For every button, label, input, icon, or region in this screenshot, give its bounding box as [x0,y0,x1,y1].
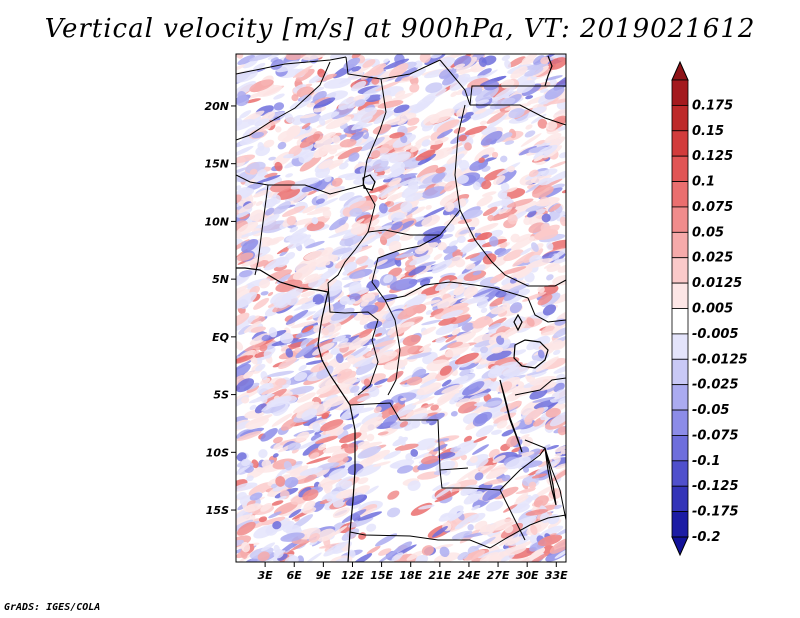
lake-victoria [513,339,549,369]
lon-tick-label: 24E [458,569,481,582]
colorbar-swatch [671,257,689,284]
border-chad-car [367,229,440,236]
border-niger-nigeria [268,184,365,195]
lon-tick-label: 27E [487,569,510,582]
latitude-axis: 20N 15N 10N 5N EQ 5S 10S 15S [204,100,236,517]
colorbar-label: -0.05 [692,403,729,418]
border-angola-north [349,402,469,471]
lon-tick-label: 12E [341,569,364,582]
border-zambia-east [499,447,546,491]
colorbar-label: 0.075 [692,200,733,215]
border-mali-niger [236,61,331,141]
lat-tick-label: 15N [204,158,229,171]
border-sahara-north [236,56,347,75]
colorbar-label: -0.1 [692,454,720,469]
colorbar-swatch [671,181,689,208]
coast-west-africa [236,267,356,562]
colorbar-label: -0.075 [692,428,739,443]
lat-tick-label: 15S [206,504,229,517]
lat-tick-label: 5S [213,389,229,402]
lat-tick-label: 10N [204,215,229,228]
lon-tick-label: 15E [370,569,393,582]
colorbar-label: 0.025 [692,251,733,266]
border-zimbabwe [489,514,566,549]
border-tanzania [514,377,566,396]
border-sudan [470,104,566,126]
colorbar-label: 0.1 [692,175,715,190]
longitude-axis: 3E 6E 9E 12E 15E 18E 21E 24E 27E 30E 33E [258,562,568,582]
lon-tick-label: 30E [516,569,539,582]
lake-chad [362,174,376,191]
colorbar-label: -0.005 [692,327,739,342]
border-car-drc [384,281,529,301]
lon-tick-label: 33E [545,569,568,582]
colorbar-label: -0.175 [692,505,739,520]
red-sea-coast [544,55,553,87]
colorbar-label: -0.2 [692,530,720,545]
border-benin-togo [254,184,269,276]
lake-malawi [544,447,557,506]
border-uganda-kenya [527,297,566,323]
country-borders [236,55,566,562]
lon-tick-label: 18E [399,569,422,582]
colorbar-swatch [671,460,689,487]
lat-tick-label: 5N [212,273,229,286]
footer-credit: GrADS: IGES/COLA [4,602,101,613]
lon-tick-label: 21E [428,569,451,582]
colorbar-label: 0.0125 [692,276,742,291]
colorbar-swatch [671,333,689,360]
lon-tick-label: 9E [316,569,332,582]
map-frame [235,53,567,563]
border-gabon-congo [327,282,379,396]
lon-tick-label: 3E [258,569,274,582]
colorbar-swatch [671,104,689,132]
colorbar-swatch [671,485,689,513]
colorbar-label: -0.025 [692,378,739,393]
colorbar-swatch [671,511,689,538]
colorbar: 0.175 0.15 0.125 0.1 0.075 0.05 0.025 0.0125 0.0… [671,60,748,557]
colorbar-label: -0.0125 [692,352,748,367]
velocity-field [236,54,566,562]
colorbar-swatch [671,282,689,309]
border-angola-zambia [439,469,526,541]
colorbar-swatch [671,155,689,182]
border-chad-east [371,104,466,301]
colorbar-top-arrow [671,60,689,81]
border-malawi [524,439,566,521]
colorbar-label: -0.125 [692,479,739,494]
colorbar-label: 0.05 [692,225,724,240]
border-sudan-south [459,209,566,287]
colorbar-label: 0.175 [692,98,733,113]
lat-tick-label: 20N [204,100,229,113]
colorbar-label: 0.005 [692,302,733,317]
colorbar-label: 0.15 [692,124,724,139]
colorbar-label: 0.125 [692,149,733,164]
border-niger-chad [362,78,387,186]
colorbar-swatch [671,79,689,106]
colorbar-bottom-arrow [671,536,689,557]
colorbar-swatch [671,358,689,386]
lat-tick-label: EQ [212,331,229,344]
border-nigeria-cameroon [327,184,376,284]
border-congo-drc [384,299,401,396]
plot-title: Vertical velocity [m/s] at 900hPa, VT: 2… [44,14,756,44]
colorbar-swatch [671,231,689,259]
colorbar-swatch [671,409,689,436]
colorbar-swatch [671,130,689,157]
lake-albert [513,313,523,332]
colorbar-swatch [671,384,689,411]
lon-tick-label: 6E [287,569,303,582]
border-angola-namibia [349,531,491,549]
border-burkina [236,174,269,186]
lake-tanganyika [499,379,523,453]
colorbar-swatch [671,435,689,462]
colorbar-swatch [671,206,689,233]
colorbar-swatch [671,308,689,335]
lat-tick-label: 10S [206,446,229,459]
